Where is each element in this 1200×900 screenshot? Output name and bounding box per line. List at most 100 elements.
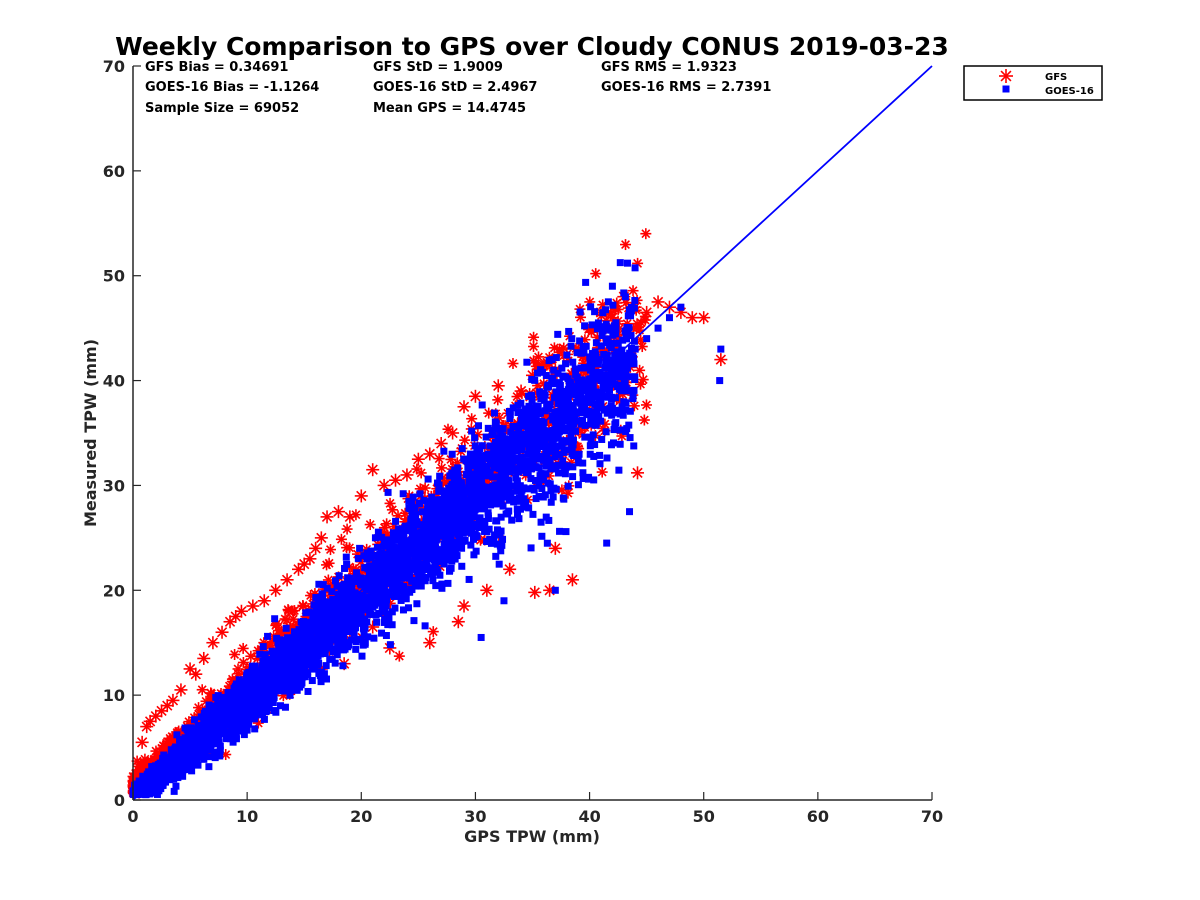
goes16-point — [522, 440, 530, 448]
goes16-point — [418, 508, 426, 516]
goes16-point — [555, 428, 563, 436]
gfs-point — [620, 239, 632, 251]
goes16-point — [312, 606, 320, 614]
goes16-point — [567, 403, 575, 411]
gfs-point — [548, 541, 562, 555]
goes16-point — [489, 473, 497, 481]
goes16-point — [350, 629, 358, 637]
goes16-point — [623, 259, 631, 267]
gfs-point — [280, 573, 294, 587]
goes16-point — [475, 456, 483, 464]
goes16-point — [313, 638, 321, 646]
goes16-point — [353, 604, 361, 612]
goes16-point — [489, 428, 497, 436]
goes16-point — [388, 621, 396, 629]
goes16-point — [467, 529, 475, 537]
goes16-point — [311, 645, 319, 653]
goes16-point — [361, 623, 369, 631]
goes16-point — [599, 327, 607, 335]
goes16-point — [205, 753, 213, 761]
goes16-point — [281, 703, 289, 711]
goes16-point — [377, 584, 385, 592]
goes16-point — [621, 380, 629, 388]
gfs-point — [457, 599, 471, 613]
goes16-point — [474, 446, 482, 454]
gfs-point — [451, 615, 465, 629]
goes16-point — [615, 466, 623, 474]
goes16-point — [516, 497, 524, 505]
gfs-point — [197, 651, 211, 665]
goes16-point — [399, 490, 407, 498]
goes16-point — [335, 572, 343, 580]
goes16-point — [247, 709, 255, 717]
goes16-point — [241, 712, 249, 720]
goes16-point — [393, 580, 401, 588]
gfs-point — [206, 636, 220, 650]
goes16-point — [539, 493, 547, 501]
goes16-point — [472, 547, 480, 555]
goes16-point — [347, 636, 355, 644]
goes16-point — [525, 434, 533, 442]
goes16-point — [508, 516, 516, 524]
goes16-point — [458, 445, 466, 453]
goes16-point — [521, 405, 529, 413]
goes16-point — [413, 600, 421, 608]
goes16-point — [568, 335, 576, 343]
goes16-point — [568, 421, 576, 429]
goes16-point — [553, 442, 561, 450]
goes16-point — [591, 393, 599, 401]
goes16-point — [433, 566, 441, 574]
goes16-point — [586, 359, 594, 367]
goes16-point — [252, 711, 260, 719]
gfs-point — [635, 378, 647, 390]
goes16-point — [608, 376, 616, 384]
goes16-point — [397, 574, 405, 582]
goes16-point — [478, 491, 486, 499]
goes16-point — [542, 371, 550, 379]
goes16-point — [591, 308, 599, 316]
goes16-point — [367, 547, 375, 555]
goes16-point — [208, 740, 216, 748]
goes16-point — [412, 512, 420, 520]
goes16-point — [618, 403, 626, 411]
goes16-point — [389, 529, 397, 537]
goes16-point — [436, 549, 444, 557]
goes16-point — [435, 487, 443, 495]
goes16-point — [440, 554, 448, 562]
goes16-point — [420, 522, 428, 530]
goes16-point — [458, 503, 466, 511]
goes16-point — [607, 344, 615, 352]
goes16-point — [574, 454, 582, 462]
goes16-point — [282, 647, 290, 655]
goes16-point — [212, 740, 220, 748]
goes16-point — [410, 576, 418, 584]
goes16-point — [511, 457, 519, 465]
goes16-point — [312, 593, 320, 601]
goes16-point — [392, 570, 400, 578]
goes16-point — [590, 452, 598, 460]
goes16-point — [314, 602, 322, 610]
goes16-point — [493, 517, 501, 525]
goes16-point — [375, 610, 383, 618]
goes16-point — [239, 719, 247, 727]
goes16-point — [542, 513, 550, 521]
gfs-point — [697, 311, 711, 325]
goes16-point — [328, 655, 336, 663]
goes16-point — [358, 652, 366, 660]
goes16-point — [315, 659, 323, 667]
goes16-point — [311, 610, 319, 618]
goes16-point — [364, 633, 372, 641]
goes16-point — [622, 406, 630, 414]
goes16-point — [421, 622, 429, 630]
goes16-point — [601, 371, 609, 379]
goes16-point — [316, 671, 324, 679]
goes16-point — [444, 495, 452, 503]
gfs-point — [507, 357, 519, 369]
stat-mean-gps: Mean GPS = 14.4745 — [373, 101, 526, 116]
goes16-point — [359, 594, 367, 602]
goes16-point — [424, 475, 432, 483]
gfs-point — [492, 394, 504, 406]
goes16-point — [450, 475, 458, 483]
goes16-point — [388, 608, 396, 616]
gfs-point — [627, 285, 639, 297]
